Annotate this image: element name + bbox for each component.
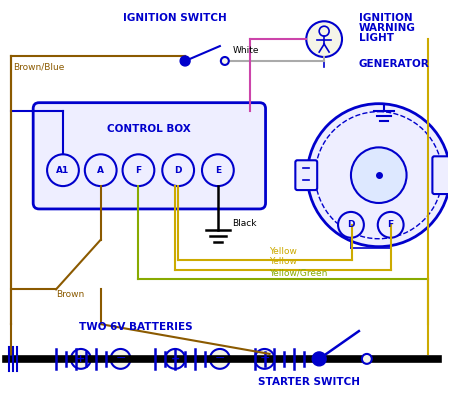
Circle shape [162,154,194,186]
Text: IGNITION SWITCH: IGNITION SWITCH [123,13,227,23]
Text: D: D [347,220,355,229]
Circle shape [165,349,185,369]
Text: E: E [215,166,221,175]
Text: A: A [97,166,104,175]
Text: Yellow/Green: Yellow/Green [270,268,328,278]
Text: LIGHT: LIGHT [359,33,394,43]
Text: F: F [387,220,394,229]
Text: A1: A1 [56,166,70,175]
Text: −: − [259,352,270,365]
Circle shape [255,349,274,369]
Circle shape [71,349,91,369]
Text: STARTER SWITCH: STARTER SWITCH [258,377,360,387]
Circle shape [319,26,329,36]
Circle shape [362,354,372,364]
Text: −: − [115,352,126,365]
Circle shape [312,352,326,366]
Text: F: F [135,166,141,175]
Circle shape [307,104,450,247]
Circle shape [315,112,442,239]
Text: Yellow: Yellow [270,256,297,266]
Text: +: + [76,354,86,364]
Circle shape [306,21,342,57]
Text: CONTROL BOX: CONTROL BOX [108,124,191,134]
Text: Brown/Blue: Brown/Blue [14,63,65,72]
Text: Brown: Brown [56,290,84,299]
Circle shape [85,154,117,186]
Circle shape [47,154,79,186]
Text: Yellow: Yellow [270,247,297,256]
Circle shape [210,349,230,369]
Circle shape [351,147,406,203]
Text: −: − [215,352,225,365]
Circle shape [378,212,404,238]
Circle shape [180,56,190,66]
Circle shape [221,57,229,65]
Text: +: + [171,354,180,364]
Text: GENERATOR: GENERATOR [359,59,430,69]
Text: Black: Black [232,219,256,228]
FancyBboxPatch shape [295,160,317,190]
Circle shape [122,154,154,186]
FancyBboxPatch shape [33,103,266,209]
Text: D: D [175,166,182,175]
Text: IGNITION: IGNITION [359,13,413,23]
Circle shape [202,154,234,186]
Text: TWO 6V BATTERIES: TWO 6V BATTERIES [79,322,192,332]
Circle shape [338,212,364,238]
Text: White: White [233,46,259,55]
Text: WARNING: WARNING [359,23,416,33]
Circle shape [111,349,130,369]
FancyBboxPatch shape [432,156,450,194]
